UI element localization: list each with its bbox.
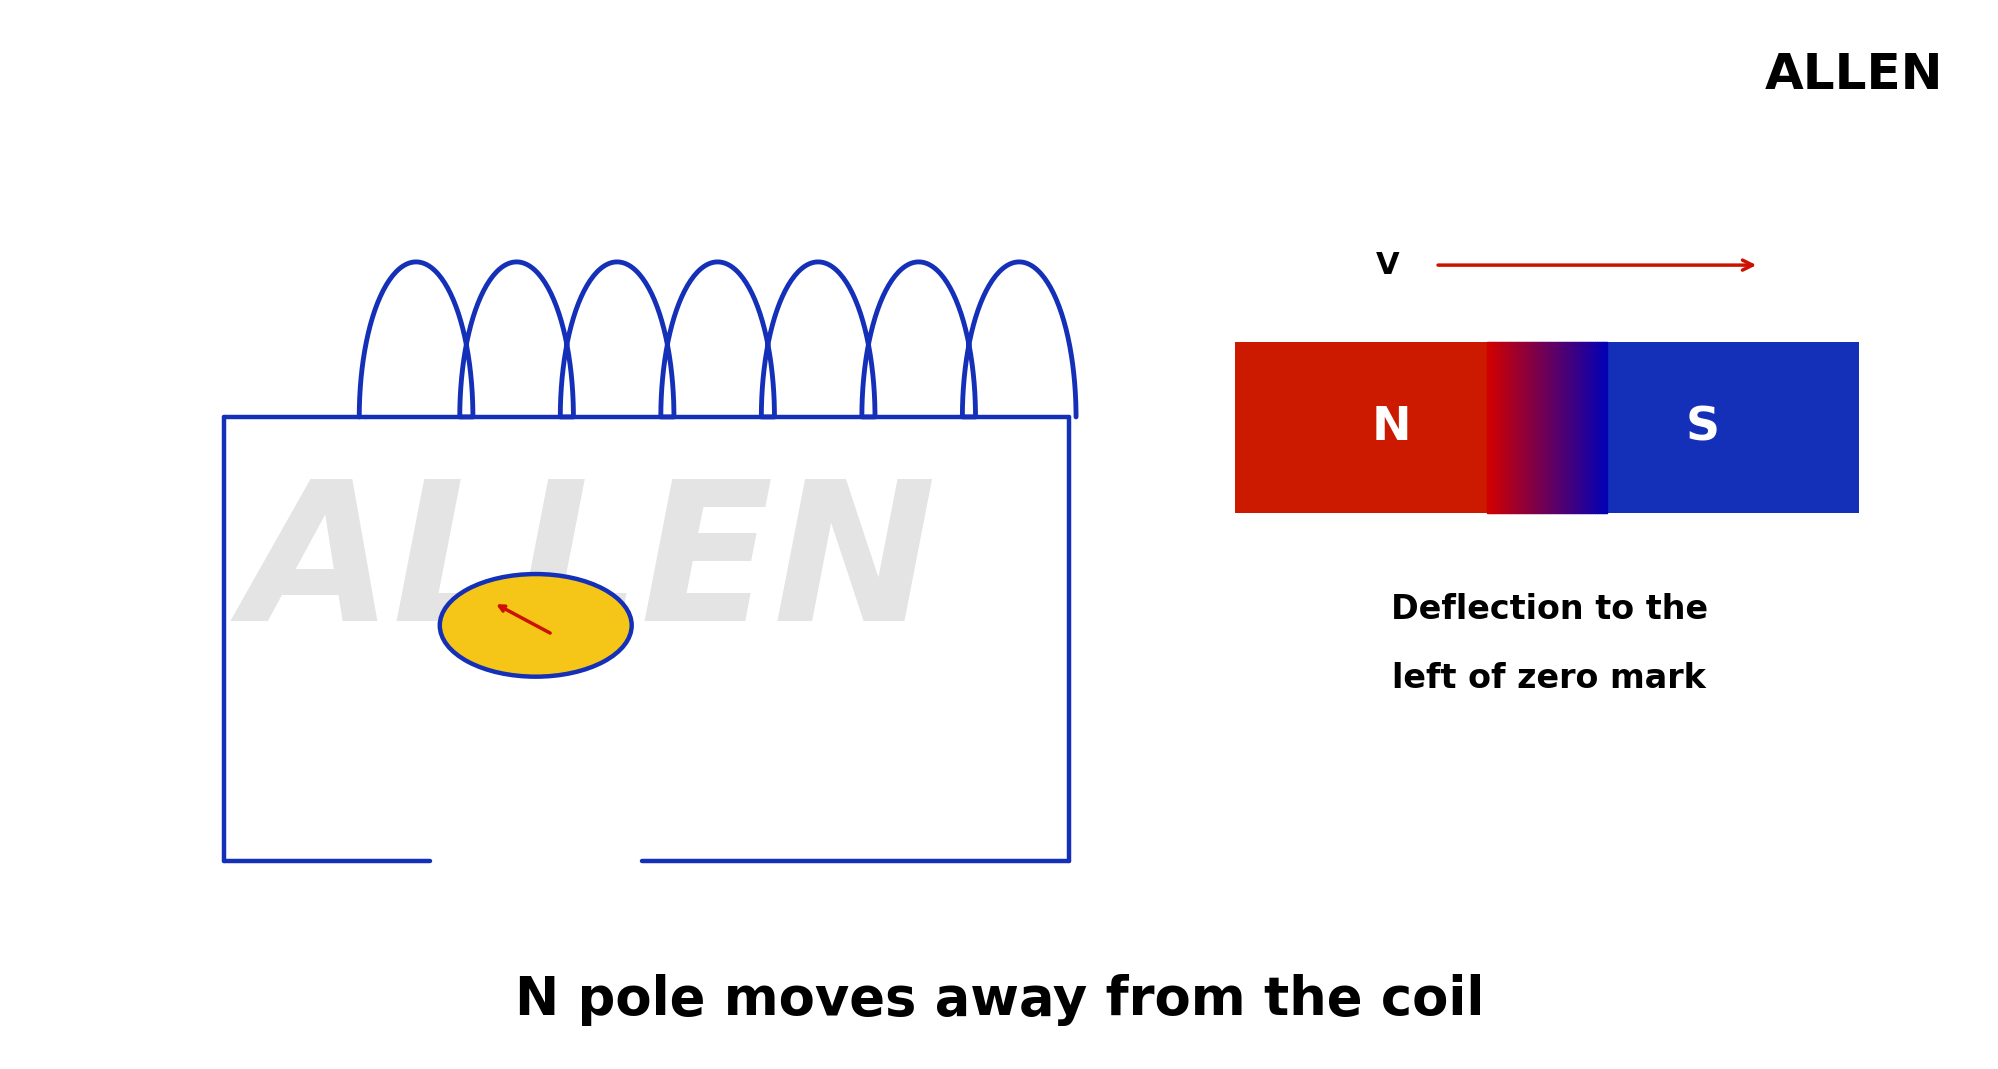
Text: Deflection to the: Deflection to the — [1391, 593, 1706, 625]
Text: ALLEN: ALLEN — [1764, 51, 1942, 99]
Circle shape — [440, 574, 631, 677]
Bar — [1546, 342, 1858, 513]
Text: V: V — [1375, 250, 1399, 280]
Text: left of zero mark: left of zero mark — [1393, 663, 1704, 695]
Text: N: N — [1371, 405, 1411, 450]
Text: ALLEN: ALLEN — [242, 472, 937, 661]
Bar — [1235, 342, 1546, 513]
Text: N pole moves away from the coil: N pole moves away from the coil — [515, 974, 1483, 1025]
Text: S: S — [1684, 405, 1720, 450]
